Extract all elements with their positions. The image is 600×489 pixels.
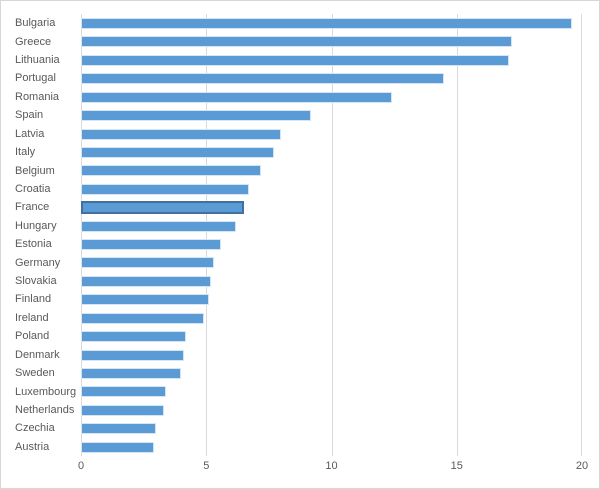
category-label: Estonia	[15, 238, 52, 251]
bar-row	[81, 309, 582, 327]
bar-row	[81, 88, 582, 106]
bar-finland[interactable]	[81, 294, 209, 306]
bar-portugal[interactable]	[81, 73, 445, 85]
bar-lithuania[interactable]	[81, 54, 510, 66]
gridline	[206, 14, 208, 456]
category-label: Hungary	[15, 219, 57, 232]
bar-row	[81, 401, 582, 419]
category-label: Slovakia	[15, 275, 57, 288]
bar-row	[81, 217, 582, 235]
bar-row	[81, 69, 582, 87]
bar-row	[81, 180, 582, 198]
bar-row	[81, 32, 582, 50]
gridline	[581, 14, 582, 456]
bar-bulgaria[interactable]	[81, 18, 572, 29]
category-label: Poland	[15, 330, 50, 343]
bar-row	[81, 364, 582, 382]
x-tick-label: 20	[575, 460, 589, 472]
bar-croatia[interactable]	[81, 183, 249, 195]
x-tick-label: 10	[325, 460, 338, 472]
x-tick-label: 0	[77, 460, 85, 472]
bar-spain[interactable]	[81, 110, 312, 122]
bar-row	[81, 438, 582, 456]
bar-latvia[interactable]	[81, 128, 282, 140]
category-label: Lithuania	[15, 54, 60, 67]
bar-poland[interactable]	[81, 331, 187, 343]
bar-luxembourg[interactable]	[81, 386, 167, 398]
bar-row	[81, 290, 582, 308]
bar-austria[interactable]	[81, 441, 154, 453]
category-label: Italy	[15, 146, 36, 159]
x-tick-label: 15	[450, 460, 463, 472]
axis-line	[81, 14, 82, 456]
category-label: Germany	[15, 256, 61, 269]
bar-row	[81, 382, 582, 400]
bar-row	[81, 235, 582, 253]
category-label: Croatia	[15, 182, 51, 195]
x-tick-label: 5	[203, 460, 210, 472]
bar-row	[81, 327, 582, 345]
bar-germany[interactable]	[81, 257, 214, 269]
bar-ireland[interactable]	[81, 312, 204, 324]
bar-row	[81, 198, 582, 216]
category-label: Ireland	[15, 311, 49, 324]
bar-denmark[interactable]	[81, 349, 184, 361]
category-label: Spain	[15, 109, 44, 122]
bar-france[interactable]	[81, 201, 244, 215]
bar-row	[81, 253, 582, 271]
bar-row	[81, 161, 582, 179]
category-label: Portugal	[15, 72, 56, 85]
bar-italy[interactable]	[81, 146, 274, 158]
bar-czechia[interactable]	[81, 423, 157, 435]
bar-belgium[interactable]	[81, 165, 262, 177]
plot-area	[81, 14, 582, 456]
bar-row	[81, 419, 582, 437]
bar-row	[81, 51, 582, 69]
bar-sweden[interactable]	[81, 367, 182, 379]
bar-row	[81, 106, 582, 124]
value-axis: 0 5 10 15 20	[1, 460, 599, 476]
bar-row	[81, 346, 582, 364]
category-label: Bulgaria	[15, 17, 56, 30]
category-label: Belgium	[15, 164, 55, 177]
bar-netherlands[interactable]	[81, 404, 164, 416]
bar-hungary[interactable]	[81, 220, 237, 232]
category-label: Finland	[15, 293, 52, 306]
category-label: Romania	[15, 90, 60, 103]
category-label: Czechia	[15, 422, 55, 435]
category-label: Luxembourg	[15, 385, 77, 398]
category-label: Austria	[15, 440, 50, 453]
category-label: Latvia	[15, 127, 45, 140]
category-axis: Bulgaria Greece Lithuania Portugal Romania Sp…	[1, 14, 81, 456]
bar-row	[81, 143, 582, 161]
gridline	[331, 14, 333, 456]
category-label: Denmark	[15, 348, 60, 361]
bar-slovakia[interactable]	[81, 275, 212, 287]
category-label: France	[15, 201, 50, 214]
bar-row	[81, 272, 582, 290]
bar-row	[81, 125, 582, 143]
bar-row	[81, 14, 582, 32]
category-label: Greece	[15, 35, 52, 48]
bar-greece[interactable]	[81, 36, 512, 48]
bar-romania[interactable]	[81, 91, 392, 103]
category-label: Sweden	[15, 367, 55, 380]
category-label: Netherlands	[15, 403, 75, 416]
gridline	[456, 14, 458, 456]
bar-estonia[interactable]	[81, 239, 222, 250]
